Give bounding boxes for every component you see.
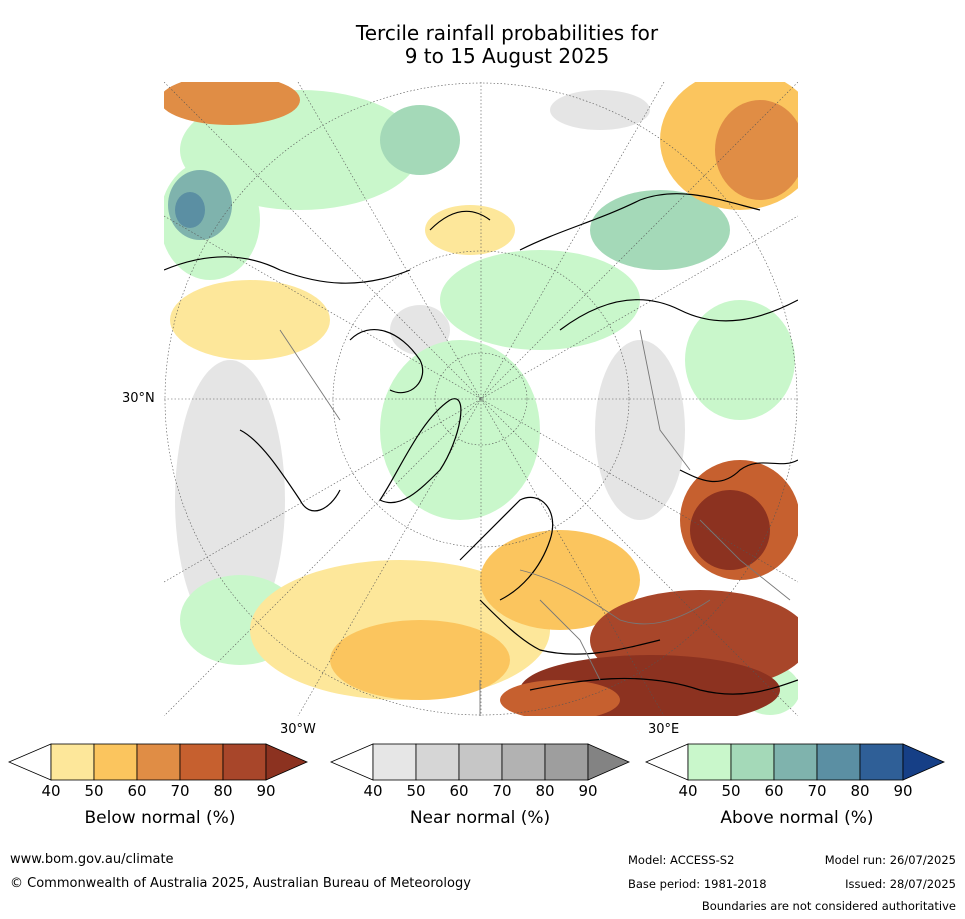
colorbar-below-tick: 90: [256, 782, 276, 800]
colorbar-near-normal: [330, 743, 630, 781]
colorbar-near-tick: 60: [449, 782, 469, 800]
colorbar-below-tick: 50: [84, 782, 104, 800]
colorbar-below-swatch: [136, 743, 181, 781]
colorbar-below-tick: 80: [213, 782, 233, 800]
colorbar-near-tick: 80: [535, 782, 555, 800]
colorbar-below-swatch: [179, 743, 224, 781]
colorbar-below-max-arrow: [265, 743, 308, 781]
colorbar-above-tick: 90: [893, 782, 913, 800]
colorbar-near-swatch: [372, 743, 417, 781]
colorbar-above-swatch: [773, 743, 818, 781]
footer-model-run: Model run: 26/07/2025: [824, 853, 956, 867]
colorbar-below-swatch: [93, 743, 138, 781]
colorbar-label-below: Below normal (%): [84, 808, 236, 828]
colorbar-near-swatch: [458, 743, 503, 781]
colorbar-near-max-arrow: [587, 743, 630, 781]
colorbar-above-tick: 60: [764, 782, 784, 800]
colorbar-below-swatch: [50, 743, 95, 781]
colorbar-above-normal: [645, 743, 945, 781]
colorbar-near-tick: 50: [406, 782, 426, 800]
chart-title: Tercile rainfall probabilities for 9 to …: [0, 22, 965, 68]
colorbar-above-max-arrow: [902, 743, 945, 781]
colorbar-above-min-arrow: [645, 743, 689, 781]
colorbar-near-tick: 70: [492, 782, 512, 800]
footer-issued: Issued: 28/07/2025: [845, 877, 956, 891]
map-field: [164, 82, 798, 716]
colorbar-above-tick: 50: [721, 782, 741, 800]
colorbar-below-normal: [8, 743, 308, 781]
colorbar-above-tick: 40: [678, 782, 698, 800]
footer-copyright: © Commonwealth of Australia 2025, Austra…: [10, 876, 471, 891]
colorbar-near-swatches: [330, 743, 630, 781]
colorbar-below-tick: 60: [127, 782, 147, 800]
colorbar-above-swatch: [730, 743, 775, 781]
lon-label-30w: 30°W: [280, 722, 316, 737]
lon-label-30e: 30°E: [648, 722, 680, 737]
colorbar-near-min-arrow: [330, 743, 374, 781]
near-normal-patches: [175, 90, 685, 640]
title-line-2: 9 to 15 August 2025: [404, 44, 610, 68]
country-borders: [279, 329, 791, 716]
coastlines: [164, 193, 798, 695]
colorbar-below-tick: 70: [170, 782, 190, 800]
colorbar-above-tick: 80: [850, 782, 870, 800]
footer-model: Model: ACCESS-S2: [628, 853, 735, 867]
colorbar-above-swatches: [645, 743, 945, 781]
colorbar-above-swatch: [816, 743, 861, 781]
colorbar-above-swatch: [859, 743, 904, 781]
lat-label-30n: 30°N: [122, 391, 155, 406]
graticule: [164, 82, 798, 716]
footer-website: www.bom.gov.au/climate: [10, 852, 174, 867]
colorbar-near-tick: 90: [578, 782, 598, 800]
colorbar-below-swatch: [222, 743, 267, 781]
colorbar-below-swatches: [8, 743, 308, 781]
colorbar-near-tick: 40: [363, 782, 383, 800]
colorbar-below-tick: 40: [41, 782, 61, 800]
colorbar-label-above: Above normal (%): [720, 808, 874, 828]
colorbar-below-min-arrow: [8, 743, 52, 781]
colorbar-label-near: Near normal (%): [409, 808, 551, 828]
title-line-1: Tercile rainfall probabilities for: [355, 21, 659, 45]
footer-disclaimer: Boundaries are not considered authoritat…: [701, 899, 956, 913]
colorbar-above-swatch: [687, 743, 732, 781]
colorbar-near-swatch: [544, 743, 589, 781]
colorbar-near-swatch: [501, 743, 546, 781]
below-normal-patches: [164, 82, 798, 716]
footer-base-period: Base period: 1981-2018: [628, 877, 767, 891]
colorbar-above-tick: 70: [807, 782, 827, 800]
colorbar-near-swatch: [415, 743, 460, 781]
